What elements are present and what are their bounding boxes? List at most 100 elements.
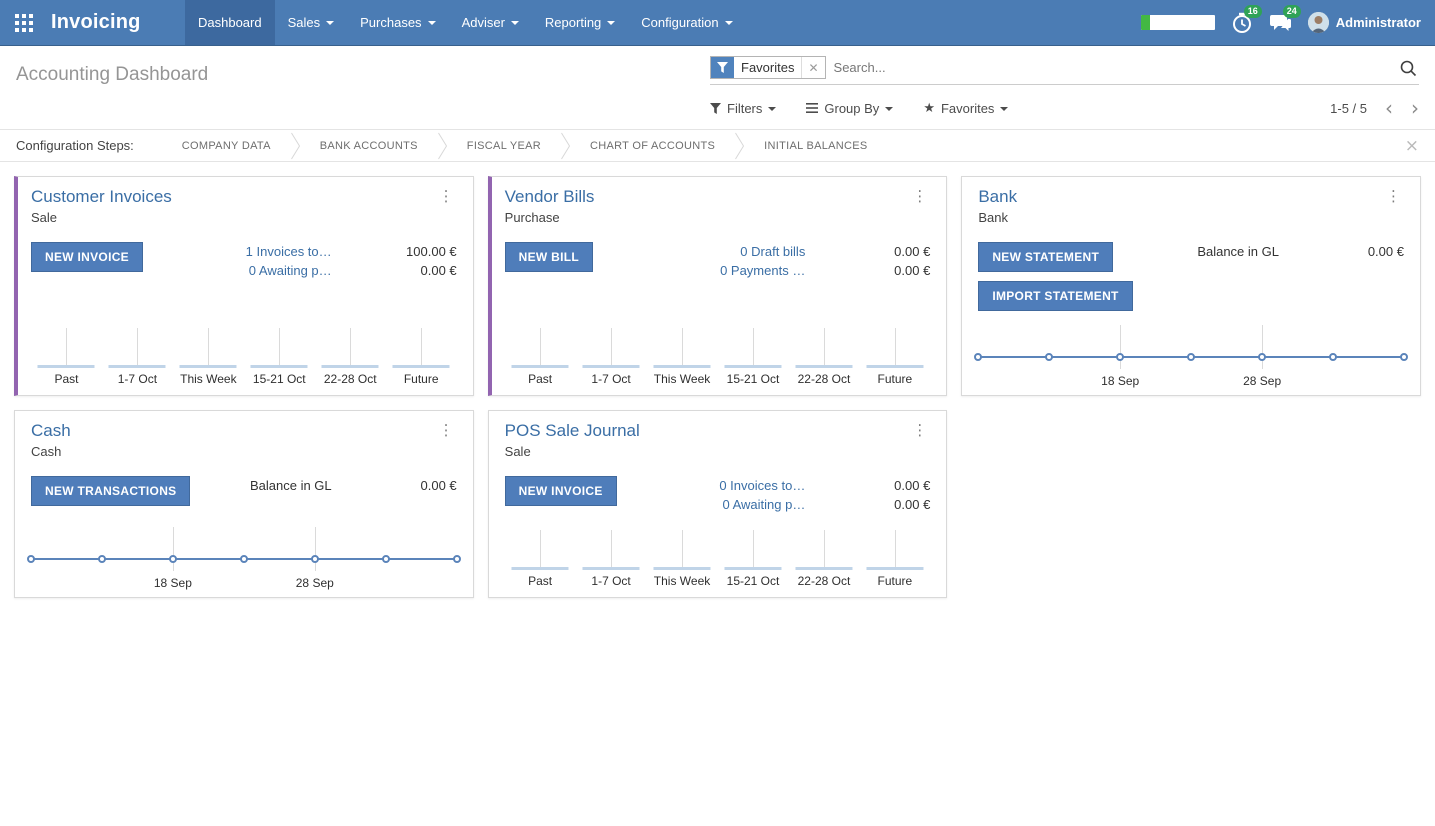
chart-tick-label: Past (528, 372, 553, 386)
search-input[interactable] (825, 58, 1399, 77)
search-icon[interactable] (1399, 59, 1419, 77)
menu-dashboard[interactable]: Dashboard (185, 0, 275, 45)
close-icon[interactable]: × (1404, 135, 1419, 156)
amount-value: 0.00 € (420, 263, 457, 278)
awaiting-payments-link[interactable]: 0 Awaiting p… (248, 263, 332, 278)
import-statement-button[interactable]: IMPORT STATEMENT (978, 281, 1133, 311)
kebab-menu-icon[interactable]: ⋮ (438, 187, 454, 205)
chevron-down-icon (724, 21, 733, 25)
user-menu[interactable]: Administrator (1307, 12, 1421, 33)
new-invoice-button[interactable]: NEW INVOICE (504, 476, 617, 506)
new-statement-button[interactable]: NEW STATEMENT (978, 242, 1114, 272)
filter-funnel-icon (711, 57, 734, 78)
menu-reporting[interactable]: Reporting (532, 0, 628, 45)
favorites-button[interactable]: ★ Favorites (923, 100, 1009, 116)
filters-button[interactable]: Filters (710, 101, 777, 116)
chart-tick-label: 1-7 Oct (591, 574, 631, 588)
star-icon: ★ (923, 100, 935, 116)
facet-label: Favorites (734, 57, 803, 78)
new-invoice-button[interactable]: NEW INVOICE (31, 242, 143, 272)
amount-value: 0.00 € (420, 478, 457, 493)
amount-value: 100.00 € (406, 244, 457, 259)
kebab-menu-icon[interactable]: ⋮ (1385, 187, 1401, 205)
balance-label: Balance in GL (249, 478, 332, 493)
draft-bills-link[interactable]: 0 Draft bills (740, 244, 806, 259)
timer-icon[interactable]: 16 (1231, 4, 1262, 34)
pager-previous-icon[interactable]: ‹ (1385, 96, 1393, 120)
mini-line-chart: 18 Sep 28 Sep (974, 325, 1408, 395)
card-vendor-bills: Vendor Bills ⋮ Purchase NEW BILL 0 Draft… (487, 176, 948, 396)
amount-value: 0.00 € (1367, 244, 1404, 259)
card-title[interactable]: POS Sale Journal (504, 421, 640, 440)
card-title[interactable]: Customer Invoices (31, 187, 172, 206)
chart-tick-label: Future (877, 372, 913, 386)
amount-value: 0.00 € (894, 497, 931, 512)
pager-value[interactable]: 1-5 / 5 (1330, 100, 1367, 116)
chevron-down-icon (427, 21, 436, 25)
card-pos-sale-journal: POS Sale Journal ⋮ Sale NEW INVOICE 0 In… (487, 410, 948, 598)
page-title: Accounting Dashboard (16, 64, 209, 85)
mini-bar-chart: Past 1-7 Oct This Week 15-21 Oct 22-28 O… (31, 324, 457, 395)
new-transactions-button[interactable]: NEW TRANSACTIONS (31, 476, 191, 506)
pager-next-icon[interactable]: › (1411, 96, 1419, 120)
kebab-menu-icon[interactable]: ⋮ (912, 187, 928, 205)
apps-menu-icon[interactable] (14, 13, 34, 33)
card-title[interactable]: Bank (978, 187, 1018, 206)
invoices-to-validate-link[interactable]: 1 Invoices to… (245, 244, 332, 259)
card-cash: Cash ⋮ Cash NEW TRANSACTIONS Balance in … (14, 410, 474, 598)
step-separator-icon (561, 132, 571, 159)
chevron-down-icon (326, 21, 335, 25)
facet-remove-icon[interactable]: ✕ (808, 60, 819, 75)
chart-tick-label: This Week (653, 574, 711, 588)
invoices-to-validate-link[interactable]: 0 Invoices to… (719, 478, 806, 493)
timer-badge: 16 (1243, 4, 1262, 18)
chart-tick-label: Future (403, 372, 439, 386)
card-subtitle: Purchase (504, 210, 560, 225)
user-name: Administrator (1335, 15, 1421, 30)
chart-tick-label: 15-21 Oct (726, 372, 780, 386)
mini-bar-chart: Past 1-7 Oct This Week 15-21 Oct 22-28 O… (505, 526, 931, 597)
step-company-data[interactable]: COMPANY DATA (181, 139, 271, 152)
card-title[interactable]: Cash (31, 421, 71, 440)
card-subtitle: Sale (31, 210, 58, 225)
control-panel: Accounting Dashboard Favorites ✕ Filters (0, 46, 1435, 129)
dashboard-content: Customer Invoices ⋮ Sale NEW INVOICE 1 I… (0, 162, 1435, 612)
step-fiscal-year[interactable]: FISCAL YEAR (466, 139, 542, 152)
new-bill-button[interactable]: NEW BILL (504, 242, 594, 272)
chart-tick-label: 28 Sep (1243, 374, 1282, 388)
card-bank: Bank ⋮ Bank NEW STATEMENT IMPORT STATEME… (961, 176, 1421, 396)
card-subtitle: Cash (31, 444, 62, 459)
search-bar: Favorites ✕ (710, 56, 1419, 85)
menu-configuration[interactable]: Configuration (628, 0, 745, 45)
pager: 1-5 / 5 ‹ › (1330, 98, 1419, 118)
messages-icon[interactable]: 24 (1269, 5, 1301, 33)
menu-adviser[interactable]: Adviser (449, 0, 532, 45)
search-options-row: Filters Group By ★ Favorites 1-5 / 5 ‹ › (710, 98, 1419, 118)
group-by-button[interactable]: Group By (806, 101, 894, 116)
card-subtitle: Bank (978, 210, 1008, 225)
search-view: Favorites ✕ Filters Group By (710, 56, 1419, 129)
card-customer-invoices: Customer Invoices ⋮ Sale NEW INVOICE 1 I… (14, 176, 474, 396)
chart-tick-label: 18 Sep (153, 576, 192, 590)
awaiting-payments-link[interactable]: 0 Awaiting p… (722, 497, 806, 512)
hamburger-icon (806, 103, 819, 113)
step-chart-of-accounts[interactable]: CHART OF ACCOUNTS (590, 139, 716, 152)
kebab-menu-icon[interactable]: ⋮ (438, 421, 454, 439)
step-bank-accounts[interactable]: BANK ACCOUNTS (319, 139, 418, 152)
chart-tick-label: Past (528, 574, 553, 588)
search-facet: Favorites ✕ (710, 56, 826, 79)
menu-sales[interactable]: Sales (275, 0, 348, 45)
chart-tick-label: Past (54, 372, 79, 386)
step-initial-balances[interactable]: INITIAL BALANCES (764, 139, 868, 152)
progress-bar[interactable] (1140, 15, 1215, 30)
chart-tick-label: 22-28 Oct (797, 372, 851, 386)
payments-link[interactable]: 0 Payments … (720, 263, 806, 278)
kebab-menu-icon[interactable]: ⋮ (912, 421, 928, 439)
chart-tick-label: This Week (180, 372, 237, 386)
app-title: Invoicing (51, 11, 141, 33)
brand-zone: Invoicing (0, 0, 185, 45)
filter-funnel-icon (710, 102, 721, 114)
chart-tick-label: 15-21 Oct (252, 372, 306, 386)
card-title[interactable]: Vendor Bills (504, 187, 595, 206)
menu-purchases[interactable]: Purchases (347, 0, 448, 45)
